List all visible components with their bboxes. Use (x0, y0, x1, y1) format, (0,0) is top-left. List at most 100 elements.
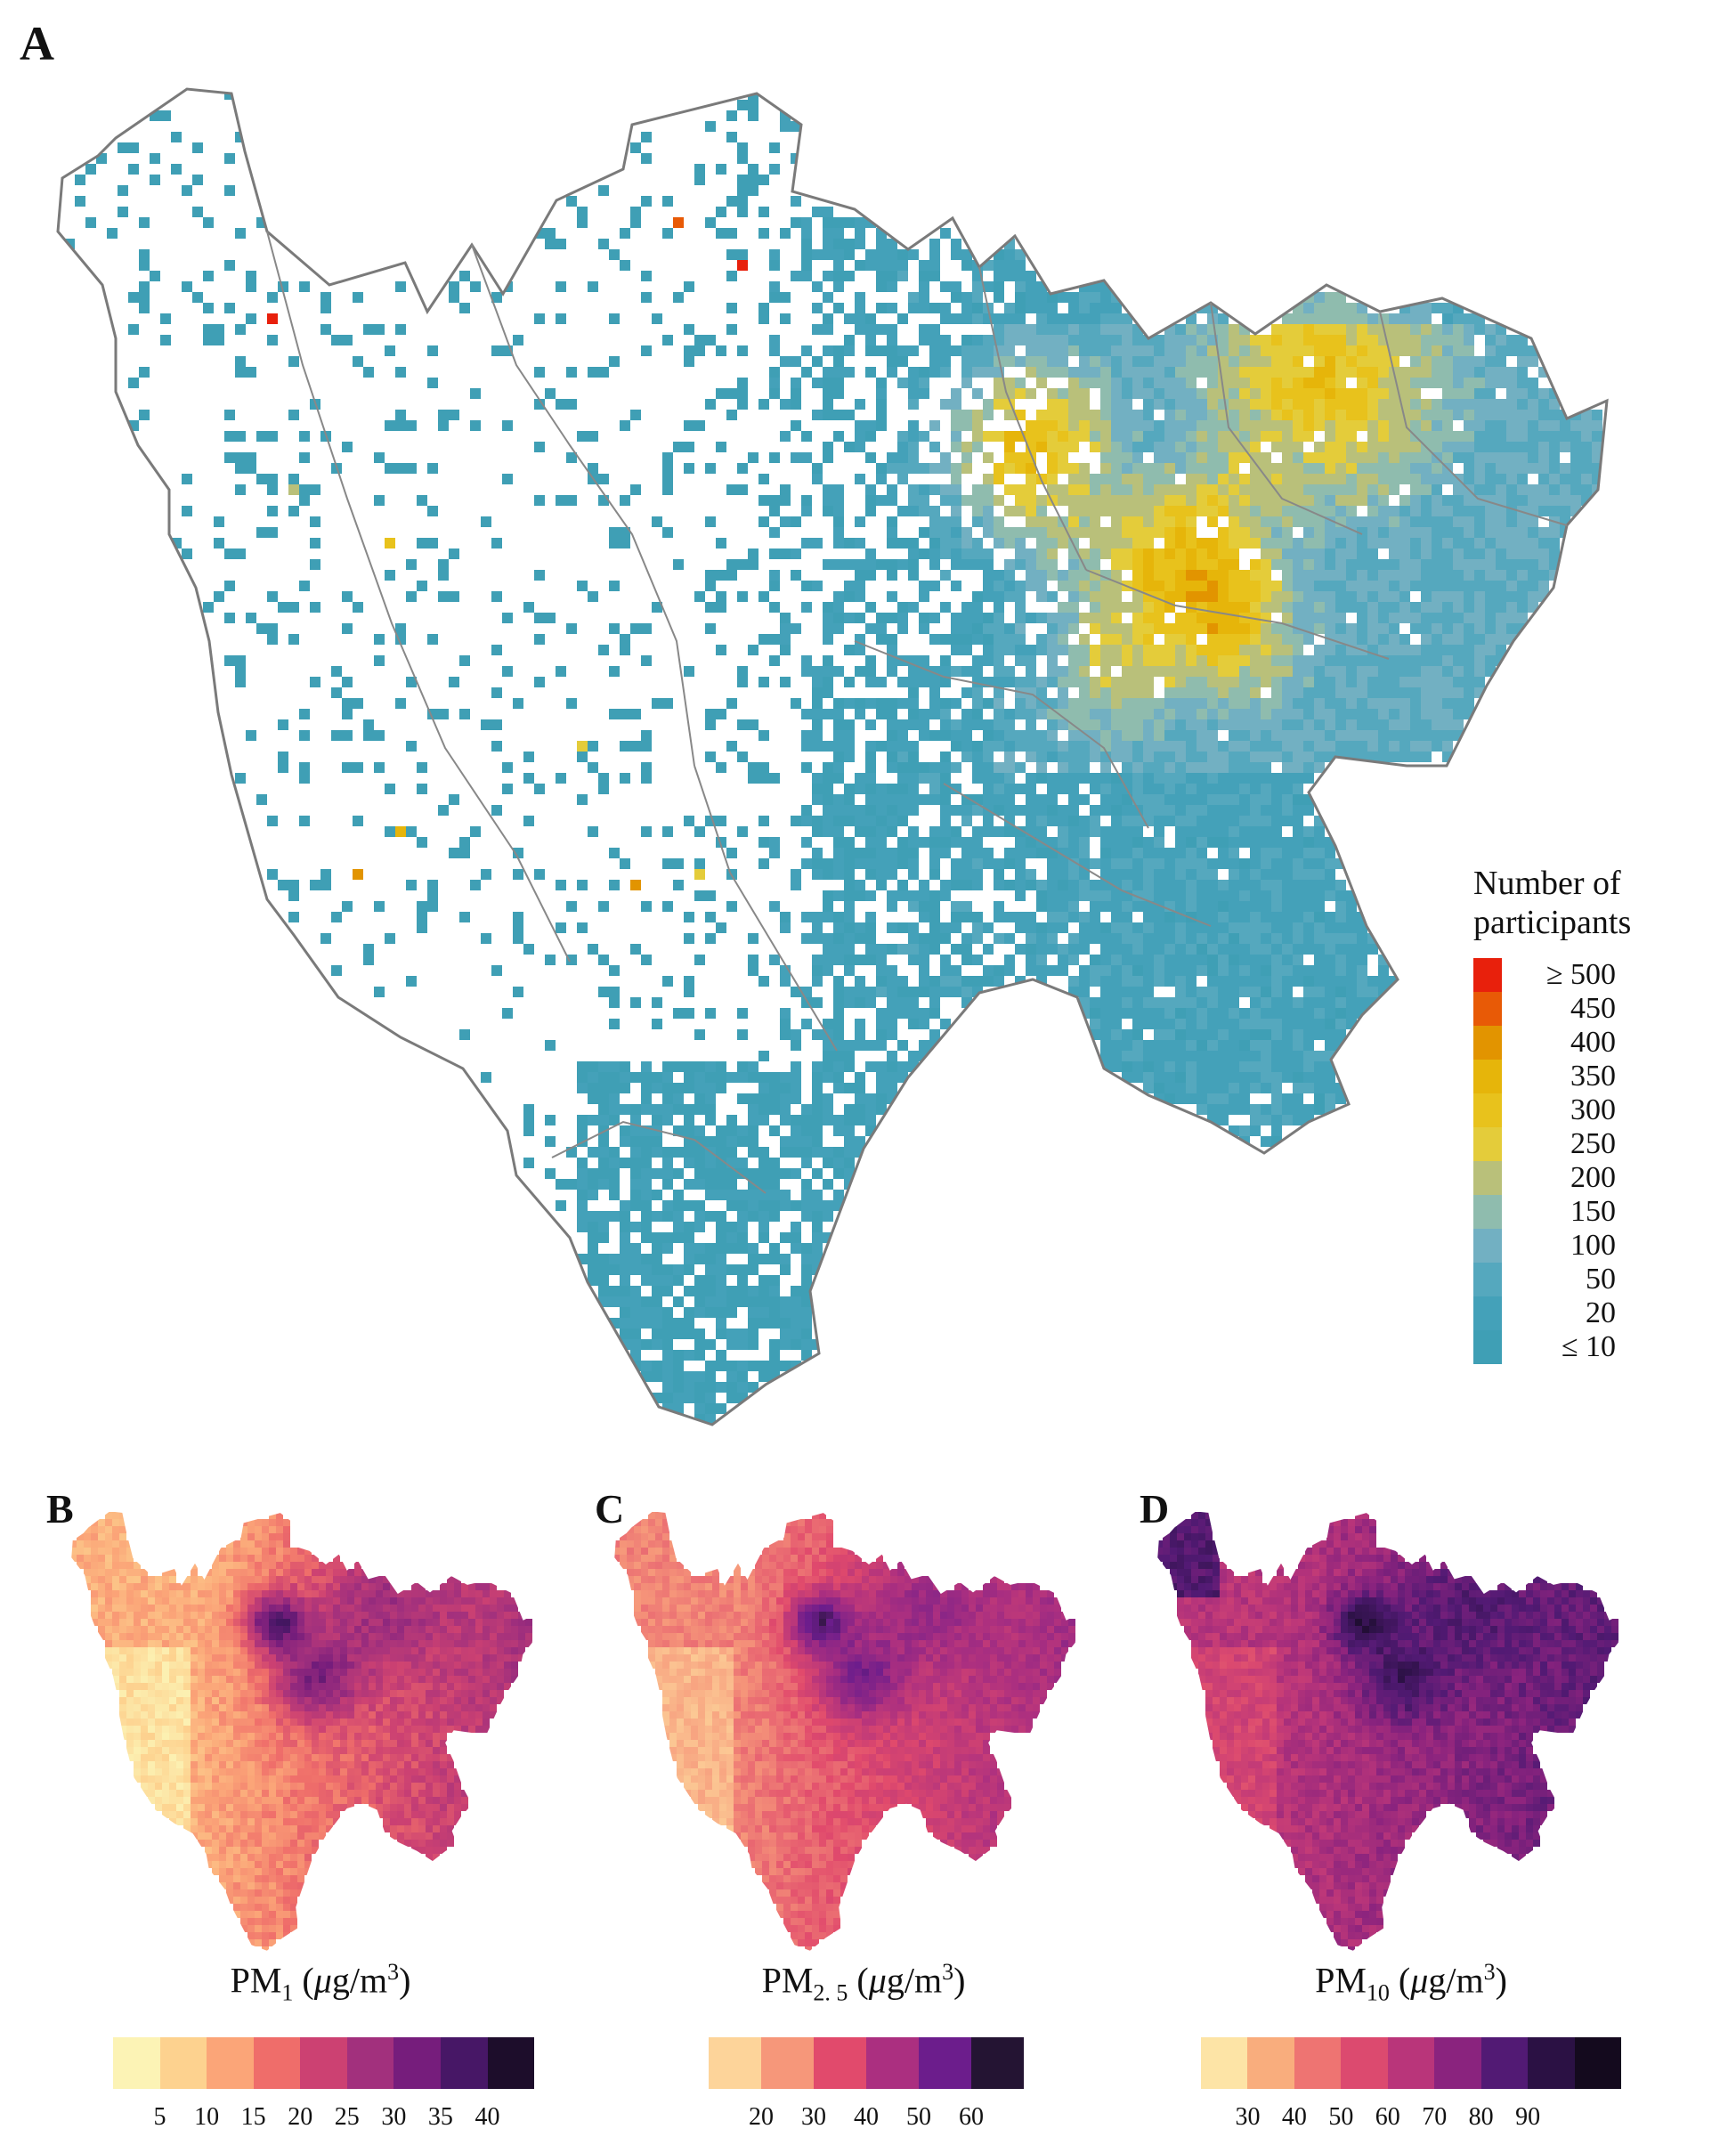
density-cell (1293, 1115, 1303, 1125)
density-cell (1122, 474, 1132, 484)
density-cell (1111, 410, 1122, 420)
density-cell (1421, 431, 1432, 442)
density-cell (769, 378, 780, 388)
density-cell (1453, 527, 1464, 538)
density-cell (791, 1115, 801, 1125)
density-cell (855, 848, 865, 858)
density-cell (1090, 698, 1100, 709)
density-cell (801, 655, 812, 666)
density-cell (566, 955, 577, 965)
density-cell (1218, 794, 1229, 805)
density-cell (673, 1222, 684, 1232)
density-cell (844, 730, 855, 741)
density-cell (929, 239, 940, 249)
density-cell (1047, 912, 1058, 922)
density-cell (1271, 901, 1282, 912)
density-cell (1154, 858, 1164, 869)
density-cell (1560, 463, 1570, 474)
density-cell (1143, 1040, 1154, 1051)
density-cell (791, 1339, 801, 1350)
density-cell (1271, 826, 1282, 837)
density-cell (716, 1072, 726, 1083)
density-cell (523, 944, 534, 955)
density-cell (1335, 933, 1346, 944)
density-cell (972, 613, 983, 623)
density-cell (1175, 495, 1186, 506)
density-cell (1314, 890, 1325, 901)
density-cell (128, 324, 139, 335)
density-cell (705, 1211, 716, 1222)
density-cell (1047, 741, 1058, 752)
density-cell (1239, 410, 1250, 420)
density-cell (1239, 677, 1250, 687)
density-cell (908, 1008, 919, 1019)
density-cell (1154, 378, 1164, 388)
density-cell (1421, 474, 1432, 484)
density-cell (716, 1318, 726, 1329)
density-cell (833, 613, 844, 623)
density-cell (320, 933, 331, 944)
density-cell (1122, 922, 1132, 933)
density-cell (1261, 410, 1271, 420)
density-cell (235, 773, 246, 784)
density-cell (1218, 880, 1229, 890)
density-cell (1410, 730, 1421, 741)
density-cell (620, 1307, 630, 1318)
density-cell (1229, 645, 1239, 655)
density-cell (1485, 335, 1496, 345)
density-cell (1079, 965, 1090, 976)
density-cell (1506, 474, 1517, 484)
density-cell (929, 335, 940, 345)
density-cell (929, 420, 940, 431)
density-cell (983, 367, 994, 378)
density-cell (1261, 484, 1271, 495)
density-cell (1293, 1051, 1303, 1061)
density-cell (833, 858, 844, 869)
density-cell (758, 976, 769, 987)
density-cell (1143, 687, 1154, 698)
density-cell (684, 987, 694, 997)
density-cell (1026, 752, 1036, 762)
density-cell (1485, 420, 1496, 431)
density-cell (833, 869, 844, 880)
density-cell (1538, 581, 1549, 591)
density-cell (1517, 388, 1528, 399)
density-cell (1058, 869, 1068, 880)
density-cell (353, 356, 363, 367)
density-cell (1485, 356, 1496, 367)
density-cell (1047, 388, 1058, 399)
density-cell (374, 495, 385, 506)
density-cell (908, 602, 919, 613)
density-cell (630, 1136, 641, 1147)
density-cell (908, 773, 919, 784)
density-cell (1325, 506, 1335, 516)
density-cell (1389, 709, 1399, 719)
density-cell (1218, 634, 1229, 645)
density-cell (577, 1200, 588, 1211)
density-cell (1164, 858, 1175, 869)
density-cell (1122, 1008, 1132, 1019)
density-cell (972, 709, 983, 719)
density-cell (1143, 677, 1154, 687)
density-cell (641, 1339, 652, 1350)
density-cell (1485, 324, 1496, 335)
density-cell (320, 324, 331, 335)
density-cell (1207, 944, 1218, 955)
density-cell (1175, 1093, 1186, 1104)
density-cell (139, 249, 150, 260)
density-cell (588, 1115, 598, 1125)
density-cell (1389, 602, 1399, 613)
density-cell (994, 805, 1004, 816)
density-cell (662, 1083, 673, 1093)
density-cell (812, 933, 823, 944)
density-cell (823, 1211, 833, 1222)
density-cell (994, 666, 1004, 677)
density-cell (1068, 442, 1079, 452)
density-cell (1079, 548, 1090, 559)
density-cell (726, 1361, 737, 1371)
density-cell (1399, 452, 1410, 463)
density-cell (994, 516, 1004, 527)
density-cell (1154, 869, 1164, 880)
density-cell (1143, 698, 1154, 709)
density-cell (1271, 869, 1282, 880)
